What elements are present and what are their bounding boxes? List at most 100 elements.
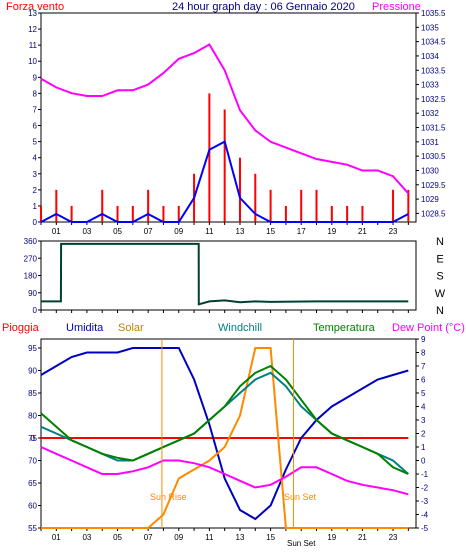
- pressure-y-tick-label: 1033.5: [421, 66, 446, 75]
- wind-bar: [300, 189, 303, 222]
- pressure-y-tick-label: 1031.5: [421, 124, 446, 133]
- pressure-axis-title: Pressione: [372, 1, 421, 13]
- wind-bar: [269, 189, 272, 222]
- x-tick-label: 21: [358, 533, 367, 542]
- temp-right-tick-label: -1: [421, 470, 429, 479]
- pressure-line: [40, 43, 410, 195]
- temp-left-tick-label: 70: [28, 457, 37, 466]
- x-tick-label: 09: [174, 533, 183, 542]
- compass-label: N: [436, 236, 444, 248]
- rain-zero-label: 0: [31, 434, 36, 443]
- wind-bar: [254, 173, 257, 222]
- pressure-y-tick-label: 1028.5: [421, 209, 446, 218]
- x-tick-label: 13: [236, 227, 245, 236]
- wind-y-tick-label: 10: [28, 57, 37, 66]
- temp-right-tick-label: 5: [421, 389, 426, 398]
- x-tick-label: 15: [266, 533, 275, 542]
- x-tick-label: 19: [327, 533, 336, 542]
- direction-line: [41, 242, 409, 306]
- wind-y-tick-label: 7: [33, 105, 38, 114]
- pressure-y-tick-label: 1034: [421, 52, 439, 61]
- temp-left-tick-label: 90: [28, 367, 37, 376]
- wind-y-tick-label: 4: [33, 154, 38, 163]
- wind-panel: 01 03 05 07 09 11 13 15 17 19 21 230123456789101112…: [28, 9, 446, 236]
- pressure-y-tick-label: 1030: [421, 166, 439, 175]
- x-tick-label: 23: [389, 227, 398, 236]
- wind-y-tick-label: 1: [33, 202, 38, 211]
- wind-bar: [162, 205, 165, 222]
- temp-panel-frame: [40, 338, 417, 529]
- x-tick-label: 21: [358, 227, 367, 236]
- dir-y-tick-label: 360: [24, 237, 38, 246]
- wind-axis-title: Forza vento: [6, 1, 64, 13]
- temp-right-tick-label: 3: [421, 416, 426, 425]
- direction-panel-frame: [40, 240, 417, 311]
- series-umidita: [40, 347, 409, 521]
- wind-bar: [116, 205, 119, 222]
- pressure-y-tick-label: 1035.5: [421, 9, 446, 18]
- wind-y-tick-label: 6: [33, 122, 38, 131]
- temp-right-tick-label: 8: [421, 349, 426, 358]
- temp-right-tick-label: -2: [421, 484, 429, 493]
- x-tick-label: 13: [236, 533, 245, 542]
- wind-bar: [223, 109, 226, 222]
- pressure-y-tick-label: 1029.5: [421, 181, 446, 190]
- sunset-tick-label: Sun Set: [287, 539, 316, 548]
- wind-bar: [315, 189, 318, 222]
- wind-bar: [361, 205, 364, 222]
- pressure-y-tick-label: 1030.5: [421, 152, 446, 161]
- temp-right-tick-label: 0: [421, 457, 426, 466]
- compass-label: S: [436, 271, 443, 283]
- temp-left-tick-label: 95: [28, 344, 37, 353]
- x-tick-label: 01: [52, 227, 61, 236]
- wind-y-tick-label: 13: [28, 9, 37, 18]
- x-tick-label: 03: [82, 533, 91, 542]
- wind-bar: [40, 205, 42, 222]
- pressure-y-tick-label: 1035: [421, 23, 439, 32]
- pressure-y-tick-label: 1032: [421, 109, 439, 118]
- wind-bar: [55, 189, 58, 222]
- wind-bar: [238, 157, 241, 222]
- temp-right-tick-label: -5: [421, 524, 429, 533]
- temp-right-tick-label: 6: [421, 376, 426, 385]
- legend-rain: Pioggia: [2, 322, 40, 334]
- temperature-panel: 01 03 05 07 09 11 13 15 19 21 23556065707580859095…: [28, 335, 429, 542]
- wind-bar: [101, 189, 104, 222]
- x-tick-label: 01: [52, 533, 61, 542]
- temp-left-tick-label: 80: [28, 412, 37, 421]
- x-tick-label: 05: [113, 227, 122, 236]
- wind-panel-frame: [40, 12, 417, 223]
- wind-bar: [131, 205, 134, 222]
- series-solar: [41, 347, 409, 529]
- x-tick-label: 19: [327, 227, 336, 236]
- temp-right-tick-label: 4: [421, 403, 426, 412]
- x-tick-label: 11: [205, 227, 214, 236]
- wind-bar: [330, 205, 333, 222]
- wind-bar: [177, 205, 180, 222]
- compass-label: E: [436, 253, 443, 265]
- wind-bar: [147, 189, 150, 222]
- wind-avg-line: [40, 140, 409, 223]
- pressure-y-tick-label: 1033: [421, 81, 439, 90]
- temp-right-tick-label: -3: [421, 497, 429, 506]
- legend-dewpoint: Dew Point (°C): [392, 322, 465, 334]
- temp-right-tick-label: 1: [421, 443, 426, 452]
- temp-left-tick-label: 85: [28, 389, 37, 398]
- dir-y-tick-label: 90: [28, 289, 37, 298]
- x-tick-label: 09: [174, 227, 183, 236]
- wind-y-tick-label: 9: [33, 73, 38, 82]
- temp-left-tick-label: 55: [28, 524, 37, 533]
- temp-right-tick-label: 7: [421, 362, 426, 371]
- x-tick-label: 17: [297, 227, 306, 236]
- wind-bar: [70, 205, 73, 222]
- wind-y-tick-label: 12: [28, 25, 37, 34]
- wind-bar: [284, 205, 287, 222]
- dir-y-tick-label: 180: [24, 272, 38, 281]
- wind-y-tick-label: 2: [33, 186, 38, 195]
- pressure-y-tick-label: 1029: [421, 195, 439, 204]
- temp-left-tick-label: 65: [28, 479, 37, 488]
- x-tick-label: 03: [82, 227, 91, 236]
